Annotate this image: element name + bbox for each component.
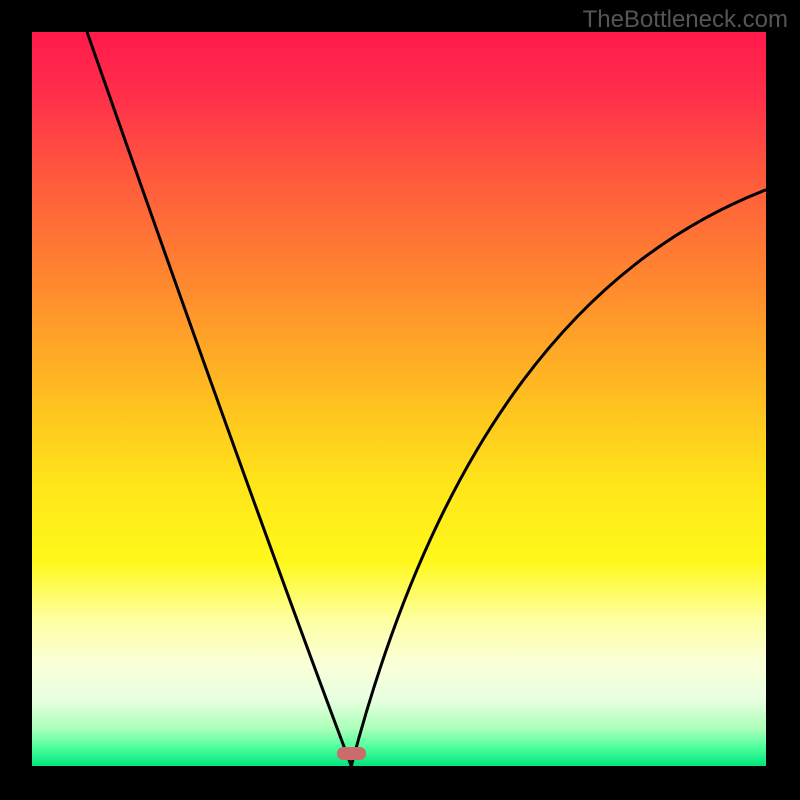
- bottleneck-curve: [87, 32, 766, 766]
- chart-container: { "watermark": { "text": "TheBottleneck.…: [0, 0, 800, 800]
- optimum-marker: [337, 747, 366, 760]
- plot-area: [32, 32, 766, 766]
- curve-overlay: [32, 32, 766, 766]
- watermark-text: TheBottleneck.com: [583, 6, 788, 34]
